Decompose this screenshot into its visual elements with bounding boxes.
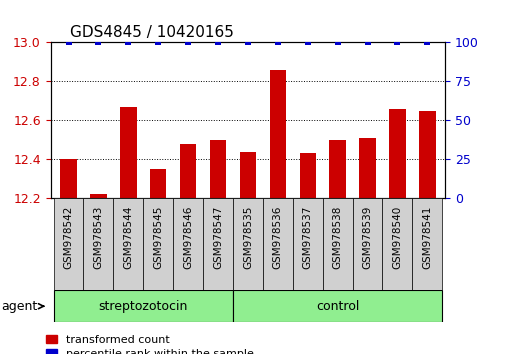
Bar bbox=[180, 144, 196, 198]
Text: GSM978543: GSM978543 bbox=[93, 206, 103, 269]
Bar bbox=[54, 290, 232, 322]
Text: agent: agent bbox=[1, 300, 43, 313]
Text: control: control bbox=[315, 300, 359, 313]
Bar bbox=[269, 70, 285, 198]
Text: GSM978542: GSM978542 bbox=[64, 206, 73, 269]
Bar bbox=[263, 198, 292, 290]
Bar bbox=[120, 107, 136, 198]
Bar bbox=[418, 111, 435, 198]
Text: GSM978545: GSM978545 bbox=[153, 206, 163, 269]
Text: GSM978540: GSM978540 bbox=[392, 206, 401, 269]
Text: GDS4845 / 10420165: GDS4845 / 10420165 bbox=[70, 25, 234, 40]
Bar bbox=[299, 154, 315, 198]
Bar bbox=[322, 198, 352, 290]
Text: GSM978539: GSM978539 bbox=[362, 206, 372, 269]
Bar bbox=[143, 198, 173, 290]
Bar bbox=[173, 198, 203, 290]
Bar bbox=[412, 198, 441, 290]
Bar bbox=[60, 159, 77, 198]
Bar bbox=[292, 198, 322, 290]
Bar bbox=[329, 140, 345, 198]
Bar bbox=[149, 169, 166, 198]
Bar bbox=[239, 152, 256, 198]
Text: GSM978538: GSM978538 bbox=[332, 206, 342, 269]
Bar bbox=[232, 198, 263, 290]
Bar bbox=[232, 290, 441, 322]
Text: GSM978535: GSM978535 bbox=[242, 206, 252, 269]
Text: GSM978536: GSM978536 bbox=[272, 206, 282, 269]
Bar bbox=[113, 198, 143, 290]
Text: streptozotocin: streptozotocin bbox=[98, 300, 187, 313]
Bar bbox=[382, 198, 412, 290]
Bar bbox=[388, 109, 405, 198]
Bar bbox=[90, 194, 107, 198]
Bar bbox=[203, 198, 232, 290]
Bar bbox=[54, 198, 83, 290]
Bar bbox=[352, 198, 382, 290]
Text: GSM978541: GSM978541 bbox=[422, 206, 431, 269]
Text: GSM978537: GSM978537 bbox=[302, 206, 312, 269]
Bar bbox=[359, 138, 375, 198]
Bar bbox=[210, 140, 226, 198]
Text: GSM978547: GSM978547 bbox=[213, 206, 223, 269]
Bar bbox=[83, 198, 113, 290]
Text: GSM978544: GSM978544 bbox=[123, 206, 133, 269]
Text: GSM978546: GSM978546 bbox=[183, 206, 193, 269]
Legend: transformed count, percentile rank within the sample: transformed count, percentile rank withi… bbox=[46, 335, 254, 354]
